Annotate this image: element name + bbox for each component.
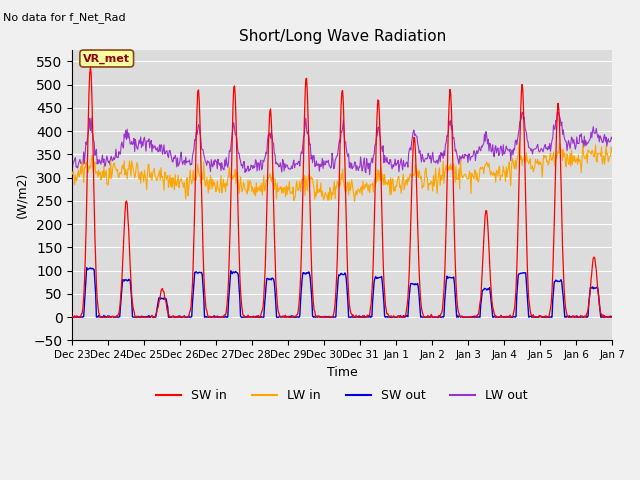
SW out — [68, 314, 76, 320]
LW in — [408, 172, 416, 178]
LW out — [424, 150, 432, 156]
LW out — [608, 136, 616, 142]
LW in — [134, 162, 141, 168]
Text: VR_met: VR_met — [83, 53, 130, 64]
SW in — [608, 314, 616, 320]
SW out — [410, 281, 417, 287]
SW out — [608, 314, 616, 320]
SW out — [69, 314, 77, 320]
Line: LW out: LW out — [72, 112, 612, 175]
SW in — [69, 314, 77, 320]
LW out — [189, 154, 196, 159]
LW out — [518, 109, 526, 115]
Line: SW in: SW in — [72, 67, 612, 317]
SW in — [68, 314, 76, 320]
Text: No data for f_Net_Rad: No data for f_Net_Rad — [3, 12, 126, 23]
LW in — [68, 171, 76, 177]
SW out — [425, 314, 433, 320]
Legend: SW in, LW in, SW out, LW out: SW in, LW in, SW out, LW out — [151, 384, 533, 407]
SW in — [425, 314, 433, 320]
Y-axis label: (W/m2): (W/m2) — [15, 172, 28, 218]
Line: SW out: SW out — [72, 268, 612, 317]
SW in — [136, 314, 143, 320]
LW in — [217, 173, 225, 179]
Title: Short/Long Wave Radiation: Short/Long Wave Radiation — [239, 29, 446, 44]
SW out — [136, 314, 143, 320]
LW out — [366, 172, 374, 178]
SW out — [79, 313, 87, 319]
LW out — [78, 159, 86, 165]
SW in — [190, 233, 198, 239]
X-axis label: Time: Time — [327, 366, 358, 379]
SW out — [190, 279, 198, 285]
LW in — [608, 148, 616, 154]
LW out — [408, 134, 416, 140]
SW in — [219, 314, 227, 320]
LW out — [217, 168, 225, 173]
LW in — [189, 177, 196, 183]
LW out — [134, 146, 141, 152]
LW in — [351, 199, 358, 204]
LW in — [78, 157, 86, 163]
SW in — [86, 64, 94, 70]
SW out — [219, 313, 227, 319]
Line: LW in: LW in — [72, 143, 612, 202]
SW in — [410, 144, 417, 149]
LW out — [68, 165, 76, 171]
LW in — [424, 188, 432, 193]
SW out — [83, 265, 90, 271]
SW in — [79, 305, 87, 311]
LW in — [556, 140, 563, 146]
